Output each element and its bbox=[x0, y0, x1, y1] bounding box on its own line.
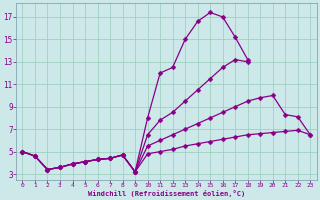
X-axis label: Windchill (Refroidissement éolien,°C): Windchill (Refroidissement éolien,°C) bbox=[88, 190, 245, 197]
